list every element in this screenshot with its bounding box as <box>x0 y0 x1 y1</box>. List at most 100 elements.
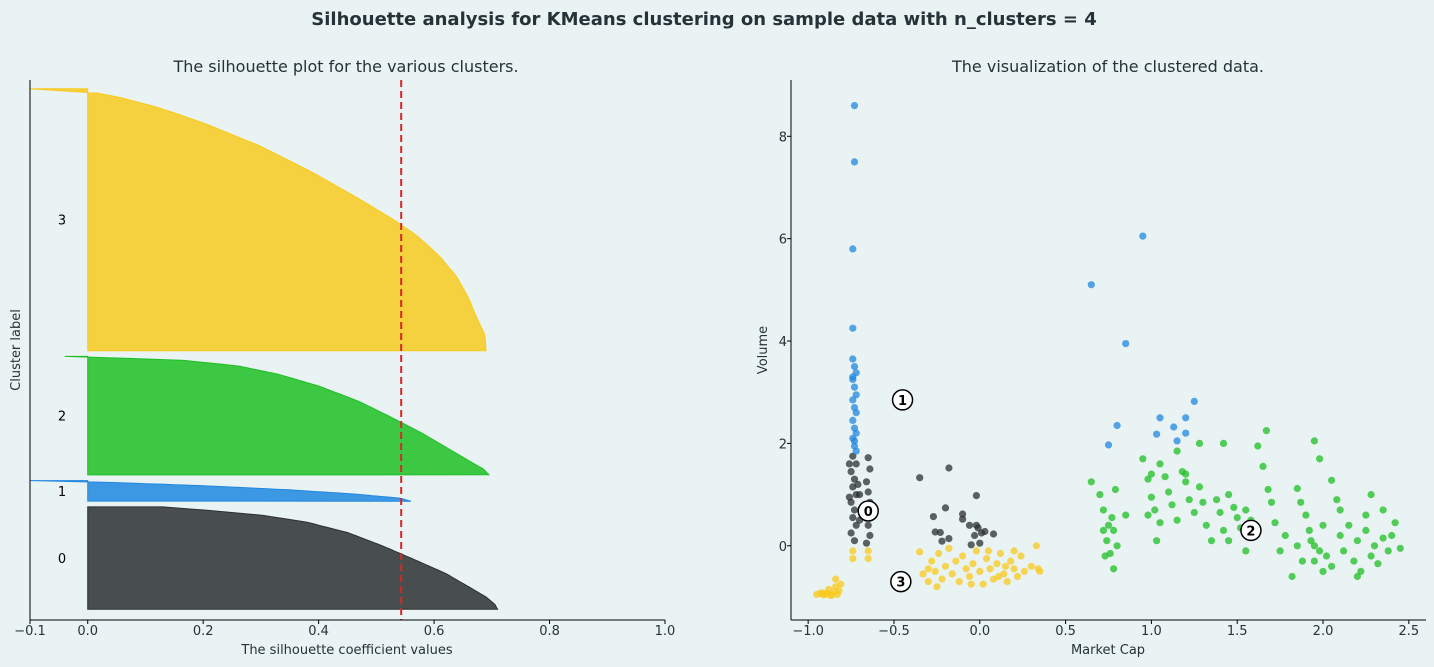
silhouette-cluster-label-3: 3 <box>58 214 66 229</box>
scatter-point <box>983 555 991 563</box>
y-tick-label: 0 <box>779 540 787 555</box>
scatter-point <box>1219 439 1228 447</box>
silhouette-plot: The silhouette plot for the various clus… <box>9 57 675 658</box>
x-tick-label: 0.6 <box>424 624 445 639</box>
scatter-point <box>1032 542 1040 550</box>
scatter-point <box>1020 567 1028 576</box>
scatter-point <box>864 454 872 462</box>
scatter-point <box>849 416 857 424</box>
scatter-point <box>1350 557 1358 565</box>
scatter-point <box>1353 537 1361 545</box>
scatter-point <box>864 547 872 555</box>
scatter-point <box>1310 437 1318 445</box>
y-tick-label: 8 <box>779 130 787 145</box>
scatter-point <box>976 567 984 576</box>
scatter-point <box>850 102 859 110</box>
scatter-point <box>837 580 845 588</box>
scatter-point <box>862 539 871 547</box>
scatter-point <box>979 580 987 588</box>
scatter-point <box>845 460 854 468</box>
scatter-point <box>850 363 859 371</box>
scatter-point <box>1219 526 1228 535</box>
silhouette-cluster-1 <box>29 480 412 502</box>
scatter-point <box>1305 526 1313 535</box>
scatter-point <box>948 570 956 578</box>
scatter-point <box>1003 578 1011 586</box>
scatter-point <box>864 555 872 563</box>
scatter-point <box>1293 484 1301 493</box>
scatter-point <box>1307 537 1315 545</box>
scatter-point <box>862 478 871 486</box>
scatter-point <box>1013 572 1022 581</box>
scatter-point <box>1122 511 1130 519</box>
scatter-point <box>849 355 857 363</box>
x-tick-label: 0.5 <box>1055 624 1076 639</box>
scatter-point <box>955 578 963 586</box>
y-tick-label: 6 <box>779 233 787 248</box>
scatter-point <box>828 591 836 599</box>
scatter-y-ticks: 0 2 4 6 8 <box>779 130 791 555</box>
scatter-point <box>1340 547 1348 555</box>
scatter-y-label: Volume <box>756 326 771 374</box>
scatter-points <box>813 102 1404 600</box>
x-tick-label: 1.0 <box>655 624 676 639</box>
scatter-point <box>941 504 950 512</box>
scatter-point <box>965 572 974 581</box>
scatter-point <box>1147 470 1155 478</box>
y-tick-label: 2 <box>779 437 787 452</box>
scatter-point <box>972 547 981 555</box>
y-tick-label: 4 <box>779 335 787 350</box>
scatter-point <box>1396 544 1404 552</box>
scatter-point <box>1110 565 1118 573</box>
cluster-center-label: 1 <box>898 394 907 409</box>
scatter-point <box>852 409 860 417</box>
scatter-point <box>1298 557 1306 565</box>
scatter-point <box>996 549 1005 558</box>
scatter-point <box>1173 447 1181 455</box>
scatter-point <box>1267 498 1276 506</box>
scatter-point <box>850 475 859 483</box>
scatter-point <box>1367 552 1375 560</box>
scatter-point <box>1113 542 1121 550</box>
scatter-point <box>1087 281 1095 289</box>
scatter-point <box>1113 421 1121 430</box>
scatter-point <box>1182 429 1190 437</box>
scatter-point <box>852 447 860 455</box>
scatter-point <box>959 552 967 560</box>
x-tick-label: −1.0 <box>792 624 824 639</box>
scatter-point <box>850 437 859 445</box>
scatter-point <box>1099 506 1107 514</box>
scatter-title: The visualization of the clustered data. <box>951 57 1264 76</box>
cluster-scatter-plot: The visualization of the clustered data.… <box>756 57 1426 658</box>
silhouette-x-label: The silhouette coefficient values <box>240 643 452 658</box>
scatter-point <box>1259 462 1267 470</box>
scatter-point <box>924 578 932 586</box>
scatter-point <box>1362 526 1370 535</box>
scatter-point <box>1170 423 1178 431</box>
scatter-point <box>945 544 953 552</box>
scatter-point <box>849 245 857 253</box>
scatter-point <box>1195 483 1204 491</box>
scatter-point <box>916 474 924 482</box>
scatter-point <box>1151 506 1159 514</box>
scatter-point <box>933 583 941 591</box>
silhouette-cluster-label-0: 0 <box>58 552 66 567</box>
scatter-point <box>1202 521 1210 529</box>
cluster-center-label: 2 <box>1246 524 1255 539</box>
scatter-point <box>832 575 840 583</box>
scatter-point <box>1319 521 1327 529</box>
scatter-point <box>850 158 859 166</box>
cluster-center-marker <box>891 389 914 411</box>
scatter-point <box>849 324 857 332</box>
scatter-point <box>849 514 857 522</box>
cluster-center-0: 0 <box>857 500 879 522</box>
scatter-point <box>1319 567 1327 576</box>
scatter-point <box>1336 531 1344 540</box>
scatter-point <box>1195 439 1204 447</box>
scatter-point <box>1147 493 1155 501</box>
scatter-point <box>1017 552 1025 560</box>
scatter-point <box>866 531 874 540</box>
scatter-point <box>938 575 946 583</box>
scatter-point <box>945 535 953 543</box>
